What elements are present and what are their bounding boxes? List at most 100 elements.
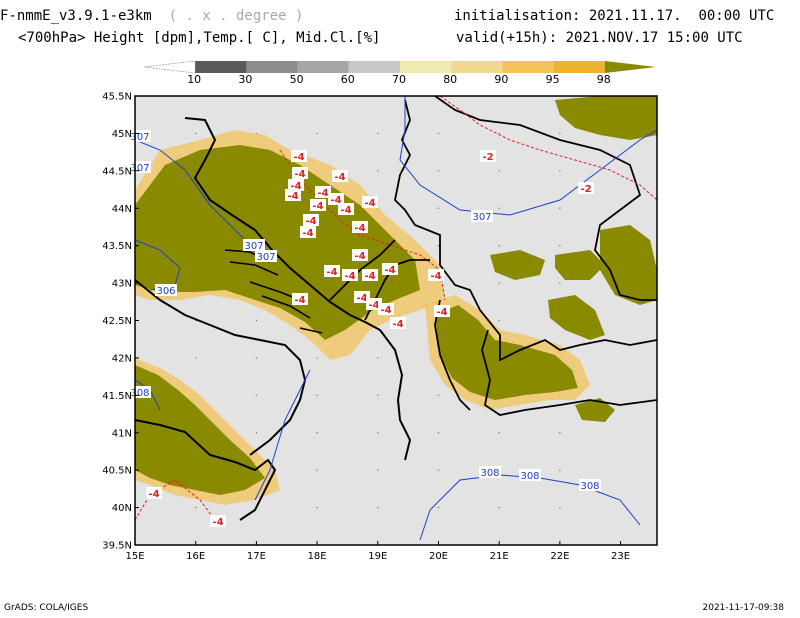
coastlines-borders — [135, 96, 657, 521]
colorbar-tick-label: 98 — [596, 73, 611, 86]
height-contour-label: 308 — [520, 471, 539, 482]
colorbar-swatch — [553, 61, 605, 73]
lat-tick-label: 41.5N — [102, 391, 132, 402]
height-contour-label: 308 — [480, 468, 499, 479]
temperature-contour-label: -4 — [330, 195, 341, 206]
colorbar-swatch — [348, 61, 400, 73]
italy-south-coast — [135, 419, 277, 521]
height-contour-label: 307 — [256, 252, 275, 263]
temperature-contour-label: -2 — [580, 184, 591, 195]
adriatic-east-coast — [184, 117, 412, 461]
temp-contour-minus2-north — [439, 96, 657, 201]
temperature-contour-label: -4 — [326, 267, 337, 278]
cloud-dense-italy — [135, 365, 265, 495]
temperature-contour-label: -4 — [317, 188, 328, 199]
cloud-dense-bg2 — [490, 250, 545, 280]
italy-east-coast — [135, 279, 307, 456]
dalmatian-islands — [224, 249, 323, 334]
colorbar-tick-label: 95 — [545, 73, 560, 86]
temperature-contour-label: -4 — [148, 489, 159, 500]
temperature-contour-label: -4 — [340, 205, 351, 216]
temperature-contour-label: -4 — [334, 172, 345, 183]
temperature-contour-label: -4 — [293, 152, 304, 163]
cloud-dense-ne — [555, 96, 657, 140]
lat-tick-label: 44.5N — [102, 166, 132, 177]
lon-tick-label: 21E — [490, 551, 509, 562]
borders — [329, 96, 657, 416]
temperature-contour-label: -4 — [364, 198, 375, 209]
colorbar-tick-label: 70 — [392, 73, 406, 86]
cloud-dense-bg1 — [600, 225, 657, 305]
axis-ticks: 45.5N 45N 44.5N 44N 43.5N 43N 42.5N 42N 41.5N 41N… — [102, 92, 630, 563]
lon-tick-label: 17E — [247, 551, 266, 562]
height-contour-label: 307 — [130, 163, 149, 174]
valid-label: valid(+15h): — [456, 30, 558, 46]
colorbar-tick-label: 10 — [187, 73, 202, 86]
temperature-contours — [135, 96, 657, 521]
temperature-contour-label: -4 — [305, 216, 316, 227]
lon-tick-label: 18E — [308, 551, 327, 562]
colorbar-tick-label: 90 — [494, 73, 509, 86]
lat-tick-label: 39.5N — [102, 541, 132, 552]
colorbar-tick-label: 30 — [238, 73, 253, 86]
footer-credit: GrADS: COLA/IGES — [4, 603, 89, 613]
colorbar-tick-label: 80 — [443, 73, 458, 86]
model-name: F-nmmE_v3.9.1-e3km — [0, 8, 152, 24]
lon-tick-label: 16E — [186, 551, 205, 562]
initialisation-value: 2021.11.17. 00:00 UTC — [588, 8, 775, 24]
lon-tick-label: 23E — [611, 551, 630, 562]
lon-tick-label: 20E — [429, 551, 448, 562]
colorbar-swatch — [400, 61, 452, 73]
lat-tick-label: 45.5N — [102, 92, 132, 103]
initialisation-time: initialisation: 2021.11.17. 00:00 UTC — [454, 8, 774, 24]
temperature-contour-label: -4 — [312, 201, 323, 212]
height-contour-label: 307 — [244, 241, 263, 252]
temperature-contour-label: -4 — [384, 265, 395, 276]
fields-title: <700hPa> Height [dpm],Temp.[ C], Mid.Cl.… — [18, 30, 381, 46]
lat-tick-label: 42N — [112, 353, 132, 364]
lat-tick-label: 40N — [112, 503, 132, 514]
temperature-contour-label: -4 — [436, 307, 447, 318]
temperature-contour-label: -4 — [430, 271, 441, 282]
cloud-dense-bg3 — [555, 250, 605, 280]
temperature-contour-label: -4 — [290, 181, 301, 192]
temperature-contour-label: -4 — [368, 300, 379, 311]
lat-tick-label: 43N — [112, 279, 132, 290]
colorbar-swatch — [297, 61, 349, 73]
colorbar-swatch — [195, 61, 247, 73]
temperature-contour-label: -4 — [212, 517, 223, 528]
cloud-dense-bg4 — [548, 295, 605, 340]
lon-tick-label: 15E — [125, 551, 144, 562]
temperature-contour-label: -4 — [380, 305, 391, 316]
temperature-contour-label: -4 — [356, 293, 367, 304]
colorbar-swatch — [604, 61, 656, 73]
lat-tick-label: 41N — [112, 428, 132, 439]
height-contour-label: 307 — [472, 212, 491, 223]
temperature-contour-label: -4 — [302, 228, 313, 239]
height-contour-label: 308 — [580, 481, 599, 492]
cloud-dense-gr — [575, 398, 615, 422]
temperature-contour-label: -4 — [354, 251, 365, 262]
temperature-contour-label: -4 — [364, 271, 375, 282]
colorbar-swatch — [502, 61, 554, 73]
lat-tick-label: 43.5N — [102, 241, 132, 252]
lon-tick-label: 22E — [550, 551, 569, 562]
projection-hint: ( . x . degree ) — [168, 8, 304, 24]
lat-tick-label: 45N — [112, 129, 132, 140]
height-contour-label: 306 — [156, 286, 175, 297]
colorbar-swatch — [144, 60, 196, 74]
initialisation-label: initialisation: — [454, 8, 581, 24]
height-contour-label: 308 — [130, 388, 149, 399]
temperature-contour-label: -4 — [354, 223, 365, 234]
lon-tick-label: 19E — [368, 551, 387, 562]
cloud-dense-east — [435, 305, 578, 400]
lat-tick-label: 44N — [112, 204, 132, 215]
colorbar-legend — [144, 60, 656, 74]
height-contour-label: 307 — [130, 132, 149, 143]
temperature-contour-label: -4 — [294, 295, 305, 306]
temperature-contour-label: -4 — [294, 169, 305, 180]
lat-tick-label: 42.5N — [102, 316, 132, 327]
temp-contour-minus4-center — [279, 149, 446, 301]
temperature-contour-label: -4 — [344, 271, 355, 282]
